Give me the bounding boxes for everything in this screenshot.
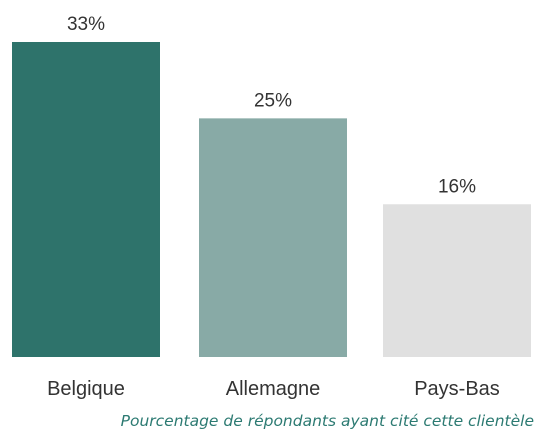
category-label-belgique: Belgique bbox=[47, 378, 125, 400]
bar-belgique bbox=[12, 42, 160, 357]
bar-allemagne bbox=[199, 118, 347, 357]
value-label-pays-bas: 16% bbox=[438, 176, 476, 197]
bars-group bbox=[12, 42, 531, 357]
value-labels-group: 33% 25% 16% bbox=[67, 14, 476, 197]
value-label-allemagne: 25% bbox=[254, 90, 292, 111]
bar-pays-bas bbox=[383, 204, 531, 357]
value-label-belgique: 33% bbox=[67, 14, 105, 35]
chart-caption: Pourcentage de répondants ayant cité cet… bbox=[120, 412, 534, 430]
category-labels-group: Belgique Allemagne Pays-Bas bbox=[47, 378, 500, 400]
category-label-allemagne: Allemagne bbox=[226, 378, 321, 400]
category-label-pays-bas: Pays-Bas bbox=[414, 378, 500, 400]
